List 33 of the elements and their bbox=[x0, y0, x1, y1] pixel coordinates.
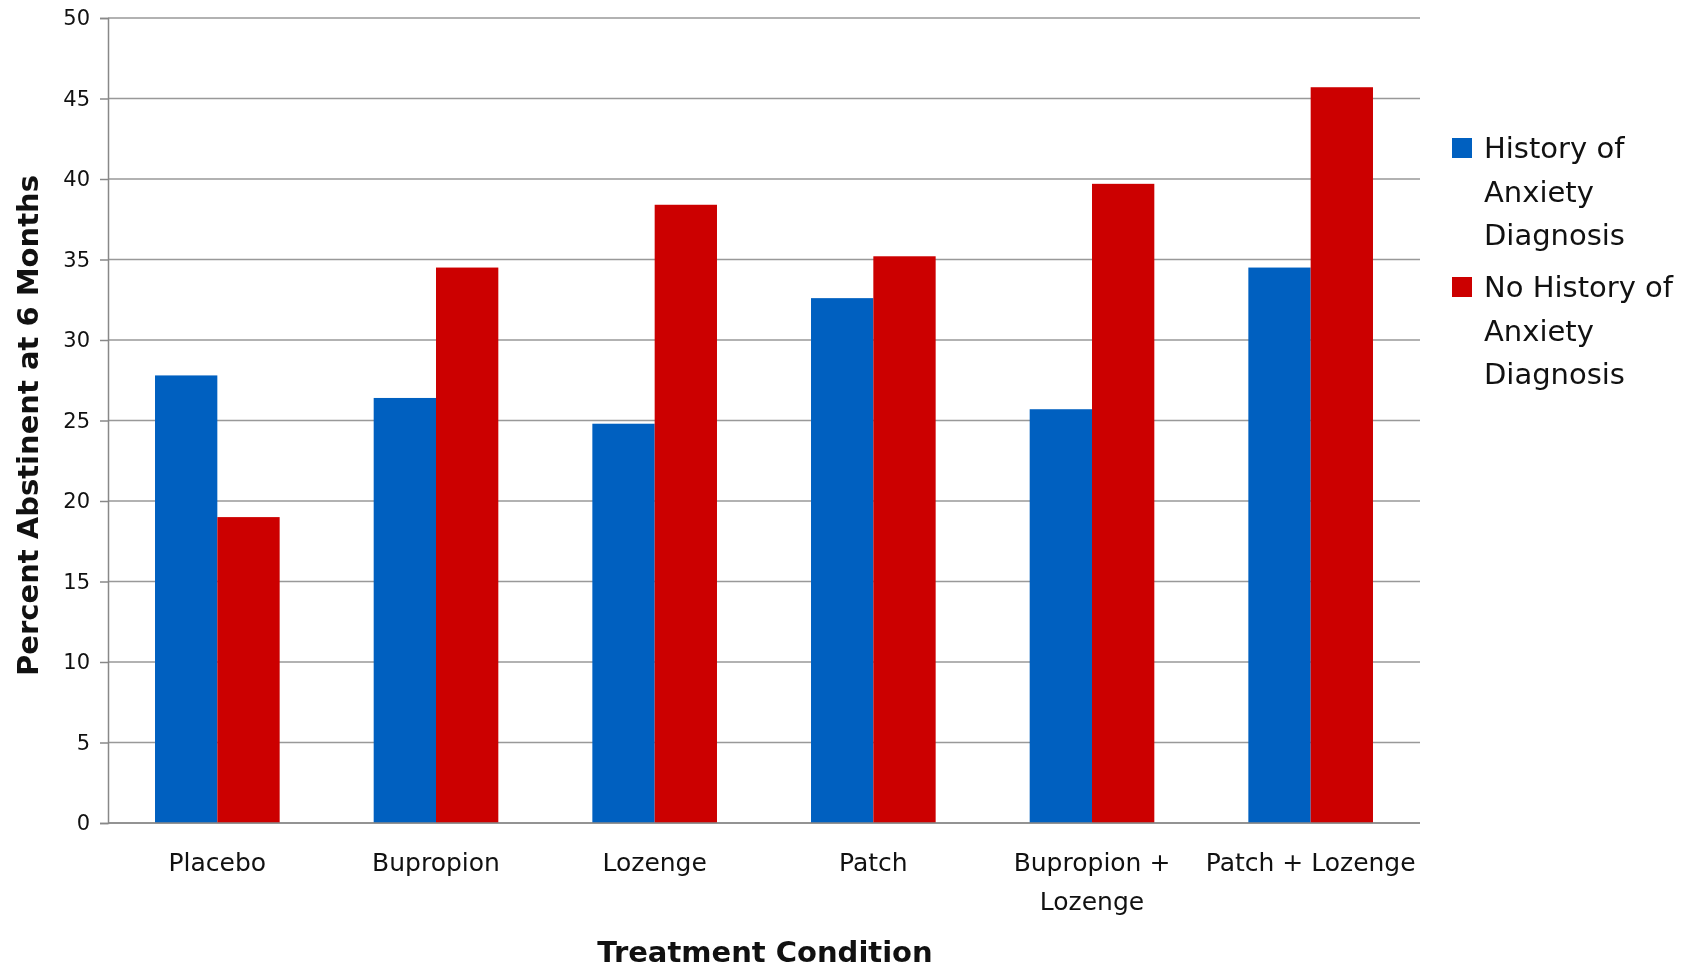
y-tick-label: 30 bbox=[63, 328, 90, 353]
bar bbox=[811, 298, 874, 823]
y-tick-label: 15 bbox=[63, 569, 90, 594]
bar bbox=[373, 397, 436, 823]
y-tick-label: 10 bbox=[63, 650, 90, 675]
bar bbox=[1310, 87, 1373, 823]
bar bbox=[592, 423, 655, 823]
bar bbox=[654, 204, 717, 823]
y-tick-label: 0 bbox=[76, 811, 90, 836]
legend-label: History of Anxiety Diagnosis bbox=[1484, 131, 1626, 252]
bar bbox=[155, 375, 218, 823]
y-tick-label: 50 bbox=[63, 6, 90, 31]
bar bbox=[1248, 267, 1311, 823]
x-tick-label: Lozenge bbox=[602, 847, 707, 877]
bar bbox=[436, 267, 499, 823]
legend-label: No History of Anxiety Diagnosis bbox=[1484, 270, 1674, 391]
bar bbox=[873, 256, 936, 823]
bar bbox=[1092, 183, 1155, 823]
y-tick-label: 5 bbox=[76, 730, 90, 755]
x-tick-label: Bupropion + Lozenge bbox=[1013, 847, 1171, 916]
y-axis-title: Percent Abstinent at 6 Months bbox=[11, 175, 45, 676]
y-tick-label: 25 bbox=[63, 408, 90, 433]
y-tick-label: 40 bbox=[63, 167, 90, 192]
bar bbox=[1029, 409, 1092, 823]
x-axis-title: Treatment Condition bbox=[597, 935, 933, 967]
x-tick-label: Placebo bbox=[168, 847, 267, 877]
y-tick-label: 20 bbox=[63, 489, 90, 514]
bar bbox=[217, 517, 280, 823]
x-tick-label: Patch + Lozenge bbox=[1205, 847, 1416, 877]
y-tick-label: 45 bbox=[63, 86, 90, 111]
y-tick-label: 35 bbox=[63, 247, 90, 272]
x-tick-label: Patch bbox=[839, 847, 908, 877]
x-tick-label: Bupropion bbox=[372, 847, 500, 877]
